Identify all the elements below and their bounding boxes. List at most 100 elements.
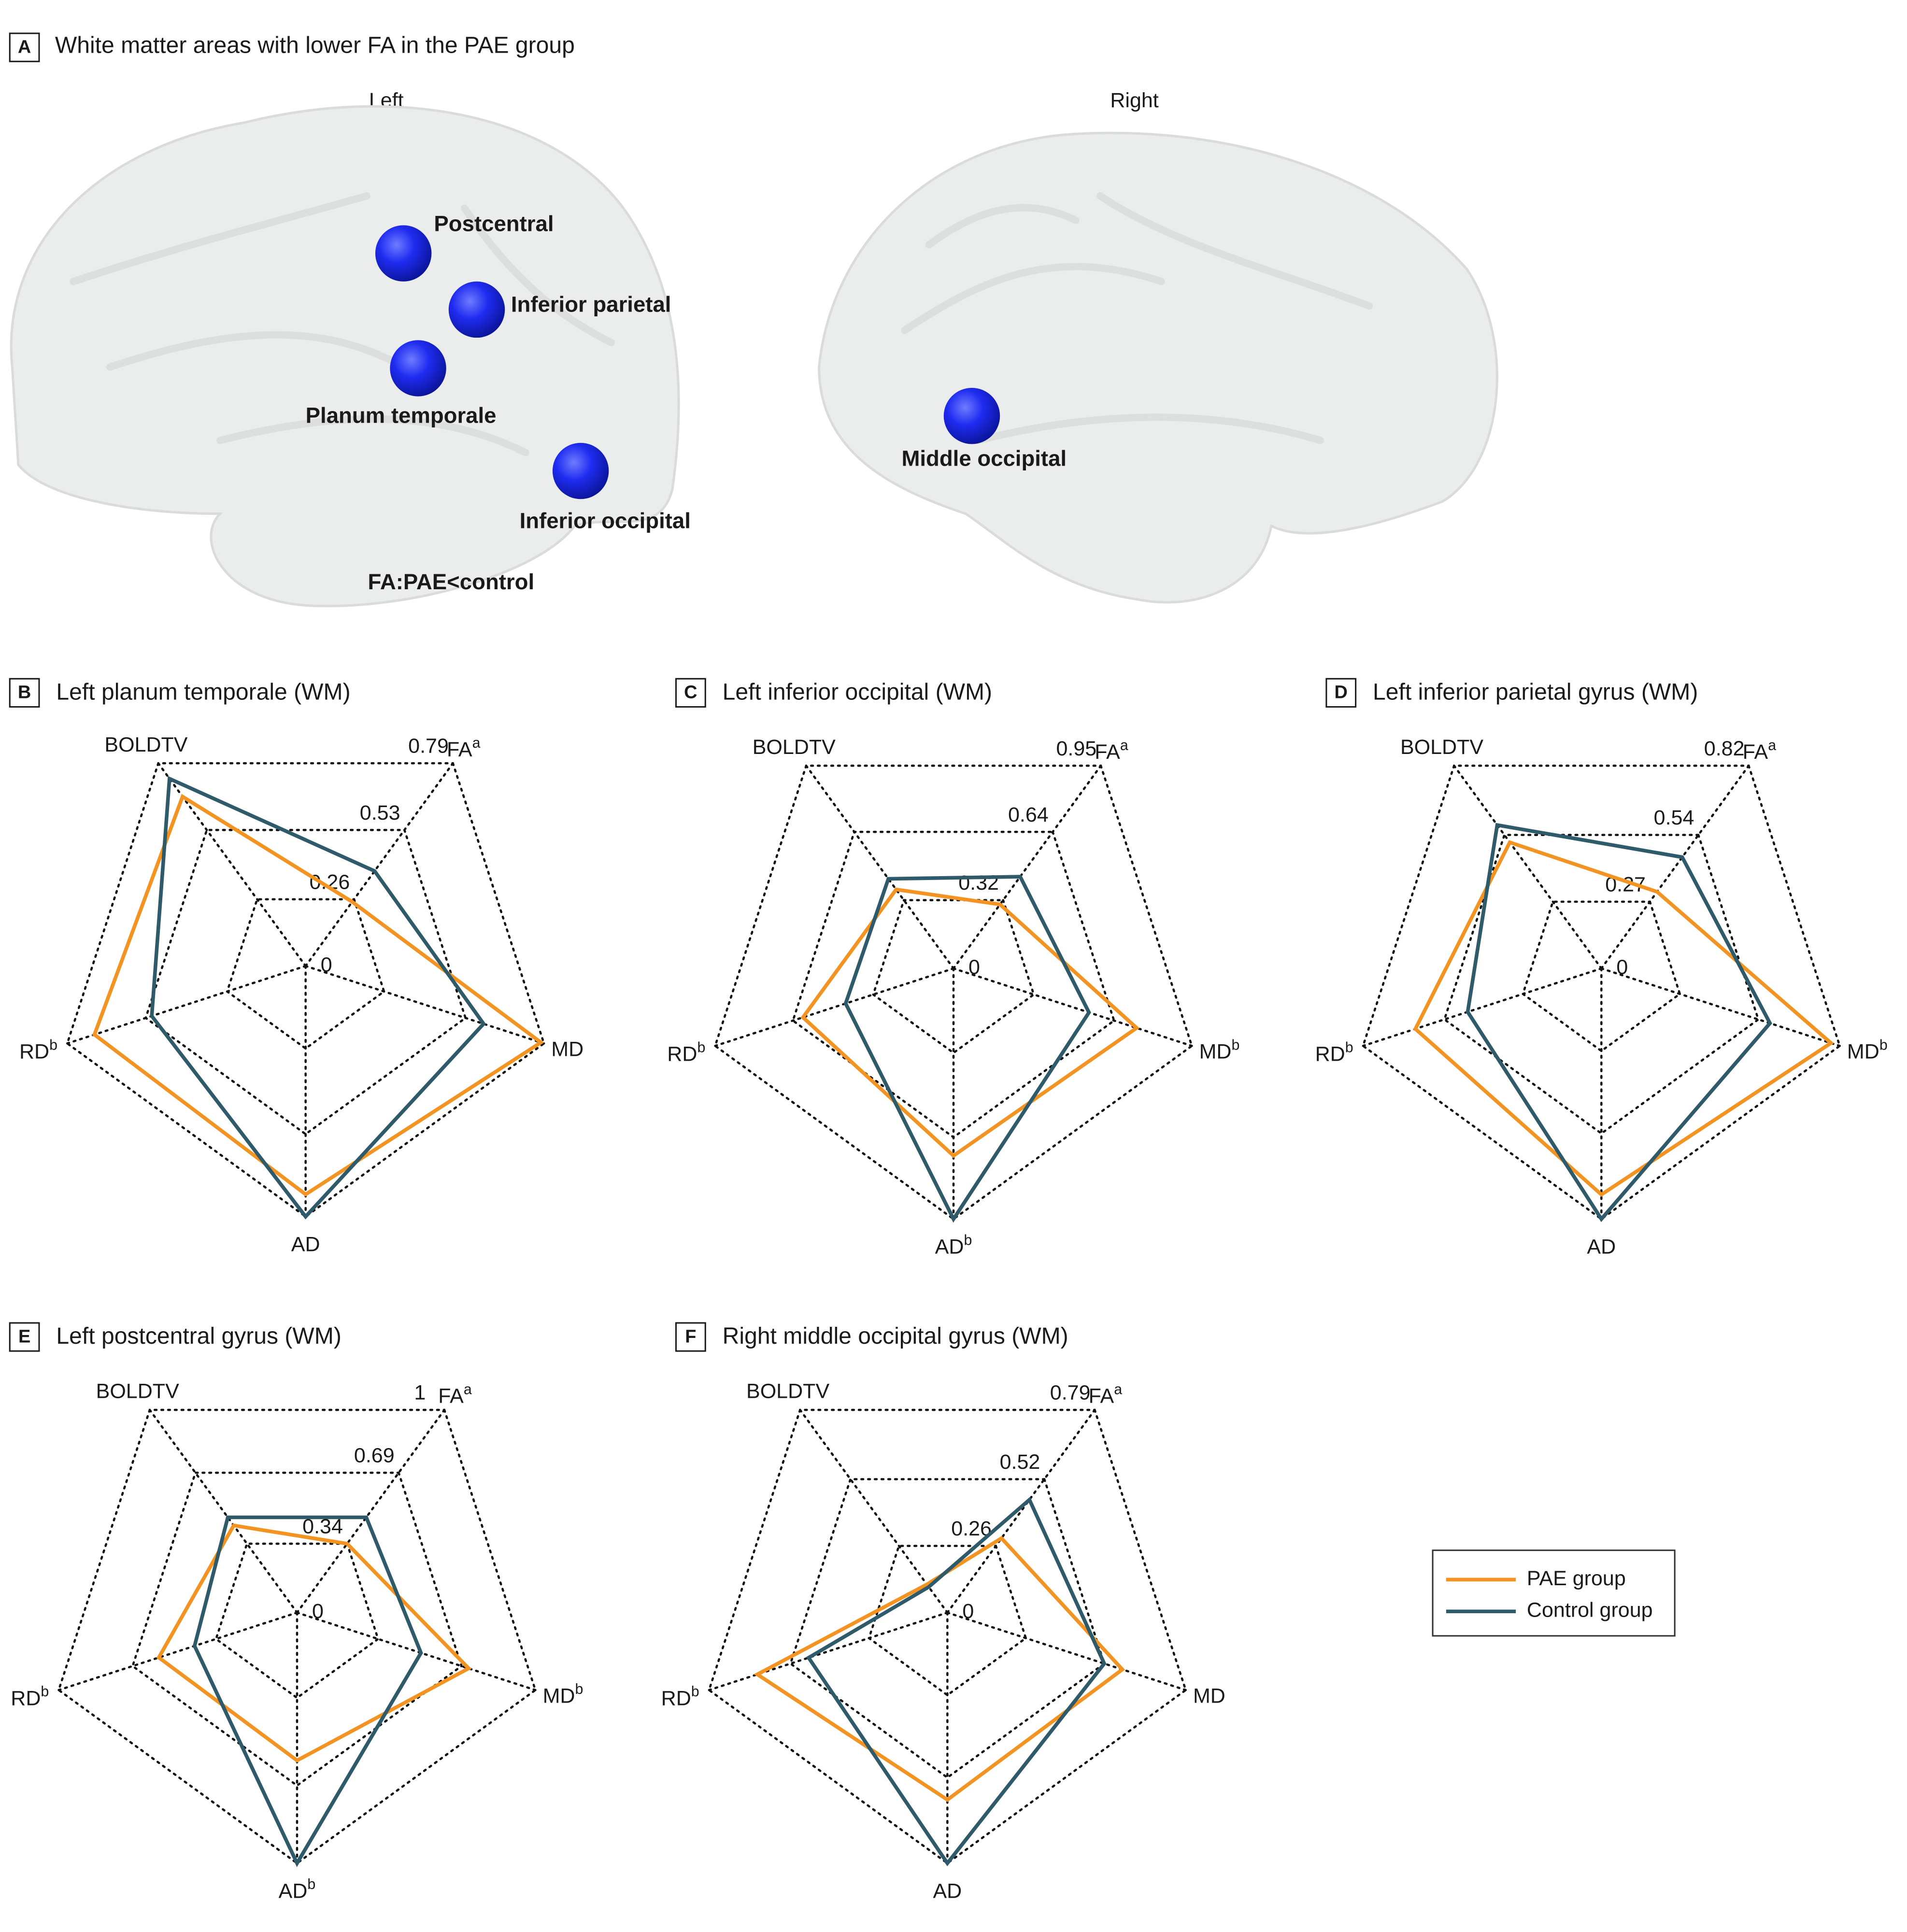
- gyrus: [70, 192, 615, 456]
- r-tick-label: 0.95: [1056, 737, 1096, 760]
- axis-name: MD: [1847, 1040, 1879, 1064]
- r-tick-label: 0: [962, 1600, 974, 1623]
- series-polygon: [192, 1515, 423, 1867]
- axis-note: b: [1345, 1039, 1353, 1055]
- axis-label: BOLDTV: [1400, 736, 1483, 759]
- axis-name: AD: [935, 1236, 964, 1259]
- axis-note: b: [691, 1684, 699, 1700]
- r-tick-label: 1: [414, 1381, 426, 1405]
- region-label: Inferior parietal: [511, 292, 671, 316]
- axis-label: RDb: [661, 1684, 699, 1710]
- region-marker: [943, 387, 1000, 444]
- grid-ring: [791, 831, 1116, 1139]
- spoke: [952, 765, 1102, 970]
- gyrus: [901, 192, 1373, 444]
- axis-name: BOLDTV: [96, 1380, 179, 1403]
- r-tick-label: 0.79: [1050, 1381, 1091, 1405]
- axis-name: BOLDTV: [1400, 736, 1483, 759]
- panel-title: Left planum temporale (WM): [56, 679, 350, 705]
- region-label: Postcentral: [434, 211, 554, 236]
- axis-name: FA: [1089, 1385, 1114, 1408]
- series-polygon: [1466, 823, 1772, 1222]
- spoke: [1453, 765, 1603, 970]
- axis-label: MDb: [1847, 1037, 1888, 1064]
- axis-note: b: [697, 1039, 705, 1055]
- spoke: [148, 1408, 299, 1614]
- legend-label: PAE group: [1527, 1567, 1626, 1590]
- panel-label: B: [18, 682, 31, 703]
- left-brain: [10, 105, 680, 608]
- axis-label: FAa: [438, 1382, 472, 1408]
- spoke: [708, 1611, 949, 1691]
- spoke: [157, 762, 307, 967]
- axis-name: BOLDTV: [753, 736, 836, 759]
- axis-label: RDb: [667, 1039, 705, 1066]
- r-tick-label: 0.53: [360, 801, 400, 824]
- grid-ring: [214, 1542, 380, 1699]
- axis-name: AD: [279, 1880, 308, 1903]
- grid-ring: [1443, 834, 1760, 1135]
- panel-a: A White matter areas with lower FA in th…: [9, 32, 1498, 608]
- series-polygon: [1413, 840, 1834, 1197]
- axis-note: a: [1768, 738, 1776, 753]
- r-tick-label: 0: [321, 953, 332, 976]
- axis-name: BOLDTV: [104, 733, 187, 756]
- axis-name: FA: [1743, 740, 1768, 764]
- axis-name: MD: [551, 1038, 583, 1061]
- axis-name: FA: [438, 1385, 464, 1408]
- axis-note: b: [1232, 1037, 1240, 1053]
- axis-name: MD: [543, 1685, 575, 1708]
- axis-name: RD: [19, 1040, 49, 1064]
- panel-label: D: [1335, 682, 1348, 703]
- axis-label: ADb: [935, 1232, 972, 1259]
- panel-title: White matter areas with lower FA in the …: [55, 32, 575, 58]
- spoke: [799, 1408, 949, 1614]
- region-marker: [390, 340, 446, 397]
- axis-label: RDb: [11, 1684, 49, 1710]
- spoke: [66, 965, 307, 1045]
- radar-chart: E Left postcentral gyrus (WM)00.340.691 FA…: [9, 1322, 583, 1903]
- axis-name: FA: [447, 738, 472, 761]
- axis-label: BOLDTV: [104, 733, 187, 756]
- spoke: [714, 967, 955, 1047]
- r-tick-label: 0.26: [310, 870, 350, 894]
- radar-chart: D Left inferior parietal gyrus (WM)00.270…: [1315, 678, 1888, 1259]
- axis-label: FAa: [447, 735, 481, 762]
- axis-note: a: [1114, 1382, 1122, 1398]
- spoke: [952, 967, 1193, 1047]
- series-polygon: [92, 794, 544, 1197]
- axis-label: AD: [1587, 1236, 1616, 1259]
- series-polygon: [150, 776, 486, 1220]
- panel-title: Left inferior occipital (WM): [723, 679, 992, 705]
- axis-label: AD: [933, 1880, 962, 1903]
- axis-label: BOLDTV: [96, 1380, 179, 1403]
- spoke: [1362, 967, 1603, 1047]
- grid-ring: [872, 899, 1035, 1054]
- spoke: [1600, 765, 1750, 970]
- r-tick-label: 0.82: [1704, 737, 1745, 760]
- axis-note: b: [307, 1876, 315, 1892]
- radar-chart: B Left planum temporale (WM) 0 0.26 0.53 0.79…: [9, 678, 583, 1256]
- axis-name: AD: [933, 1880, 962, 1903]
- panel-label: E: [18, 1326, 30, 1347]
- region-label: Inferior occipital: [520, 508, 691, 533]
- panel-label: C: [684, 682, 697, 703]
- axis-name: AD: [1587, 1236, 1616, 1259]
- r-tick-label: 0.69: [354, 1444, 395, 1467]
- axis-note: b: [41, 1684, 49, 1700]
- panel-title: Left inferior parietal gyrus (WM): [1373, 679, 1698, 705]
- spoke: [57, 1611, 299, 1691]
- axis-note: a: [472, 735, 481, 751]
- axis-label: FAa: [1743, 738, 1777, 764]
- spoke: [296, 1408, 446, 1614]
- r-tick-label: 0.54: [1654, 806, 1694, 829]
- axis-note: b: [575, 1681, 583, 1697]
- region-marker: [375, 225, 432, 282]
- r-tick-label: 0.79: [408, 735, 449, 758]
- spoke: [946, 1611, 1187, 1691]
- legend-label: Control group: [1527, 1599, 1653, 1622]
- panel-label-box: [1325, 678, 1357, 708]
- region-label: Middle occipital: [901, 446, 1067, 470]
- panel-title: Right middle occipital gyrus (WM): [723, 1323, 1068, 1349]
